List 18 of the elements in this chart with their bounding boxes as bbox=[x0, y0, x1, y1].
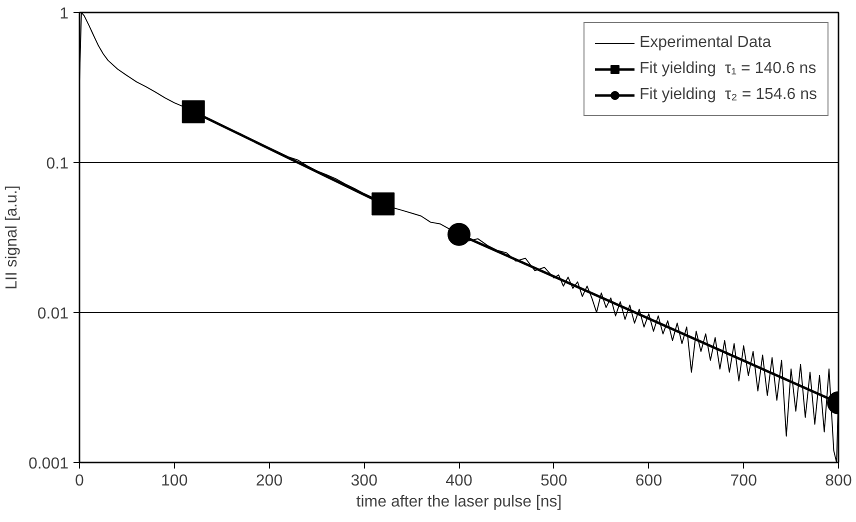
y-tick-label: 0.1 bbox=[46, 156, 69, 172]
y-tick-label: 0.01 bbox=[37, 306, 69, 322]
x-tick-label: 300 bbox=[350, 472, 378, 490]
y-axis-title: LII signal [a.u.] bbox=[3, 185, 20, 290]
x-tick-label: 0 bbox=[75, 472, 84, 490]
x-tick-label: 800 bbox=[825, 472, 852, 490]
x-tick-label: 200 bbox=[256, 472, 283, 490]
legend-label: Fit yielding τ₂ = 154.6 ns bbox=[639, 86, 817, 104]
x-tick-label: 700 bbox=[730, 472, 758, 490]
y-tick-label: 0.001 bbox=[28, 456, 69, 472]
legend-label: Fit yielding τ₁ = 140.6 ns bbox=[639, 60, 816, 78]
x-axis-title: time after the laser pulse [ns] bbox=[356, 494, 562, 510]
x-tick-label: 600 bbox=[635, 472, 662, 490]
x-tick-label: 500 bbox=[540, 472, 568, 490]
x-tick-label: 400 bbox=[446, 472, 472, 490]
legend-label: Experimental Data bbox=[639, 34, 772, 52]
x-tick-label: 100 bbox=[161, 472, 188, 490]
y-tick-label: 1 bbox=[60, 6, 69, 22]
